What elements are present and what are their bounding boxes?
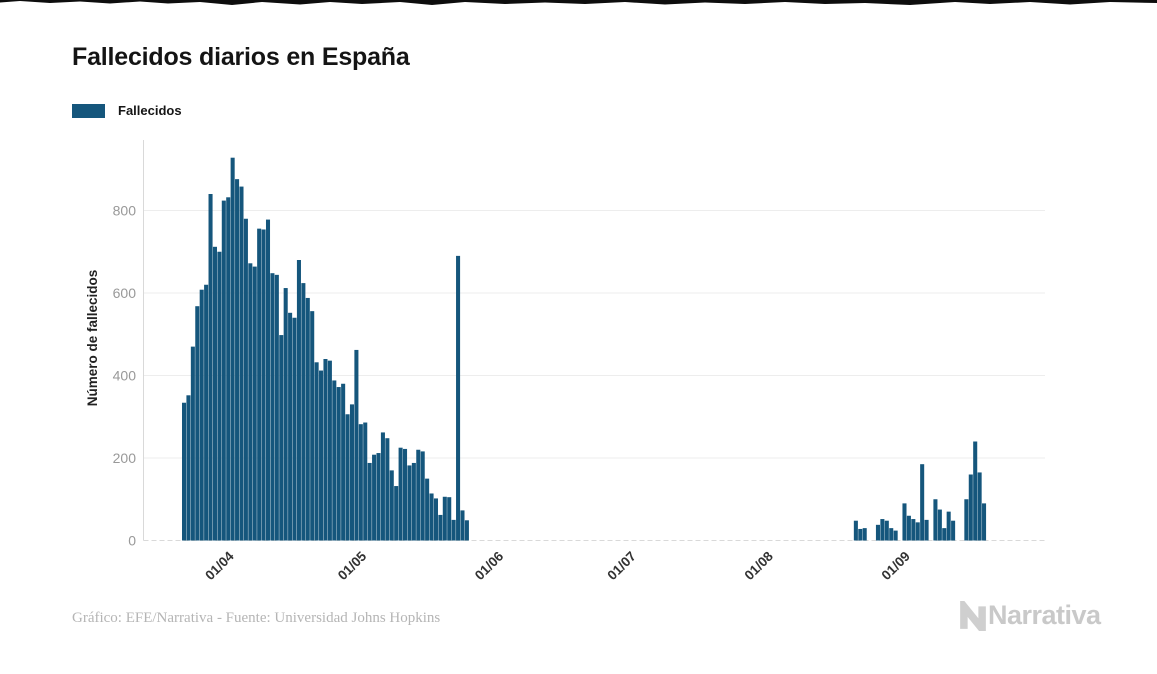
narrativa-n-icon [960,600,986,631]
svg-text:0: 0 [128,533,136,549]
brand-name: Narrativa [988,600,1101,630]
svg-text:01/06: 01/06 [472,548,507,583]
footer-credit: Gráfico: EFE/Narrativa - Fuente: Univers… [72,610,441,626]
svg-text:01/07: 01/07 [604,549,639,584]
svg-text:01/08: 01/08 [741,548,776,583]
x-tick-labels: 01/04 01/05 01/06 01/07 01/08 01/09 [202,548,913,583]
svg-text:200: 200 [113,450,137,466]
svg-text:800: 800 [113,203,137,219]
legend-label: Fallecidos [118,103,182,118]
y-tick-labels: 0 200 400 600 800 [113,203,137,549]
svg-text:600: 600 [113,285,137,301]
axis-lines [143,140,1045,541]
torn-edge-decoration [0,0,1157,5]
brand-logo: Narrativa [960,600,1101,631]
bars [182,157,987,541]
svg-text:01/04: 01/04 [202,548,237,583]
y-axis-title: Número de fallecidos [85,270,100,407]
svg-text:01/05: 01/05 [335,548,370,583]
legend-swatch-icon [72,103,105,118]
chart-title: Fallecidos diarios en España [72,43,410,71]
svg-text:01/09: 01/09 [878,549,913,584]
legend: Fallecidos [72,103,182,118]
svg-text:400: 400 [113,368,137,384]
